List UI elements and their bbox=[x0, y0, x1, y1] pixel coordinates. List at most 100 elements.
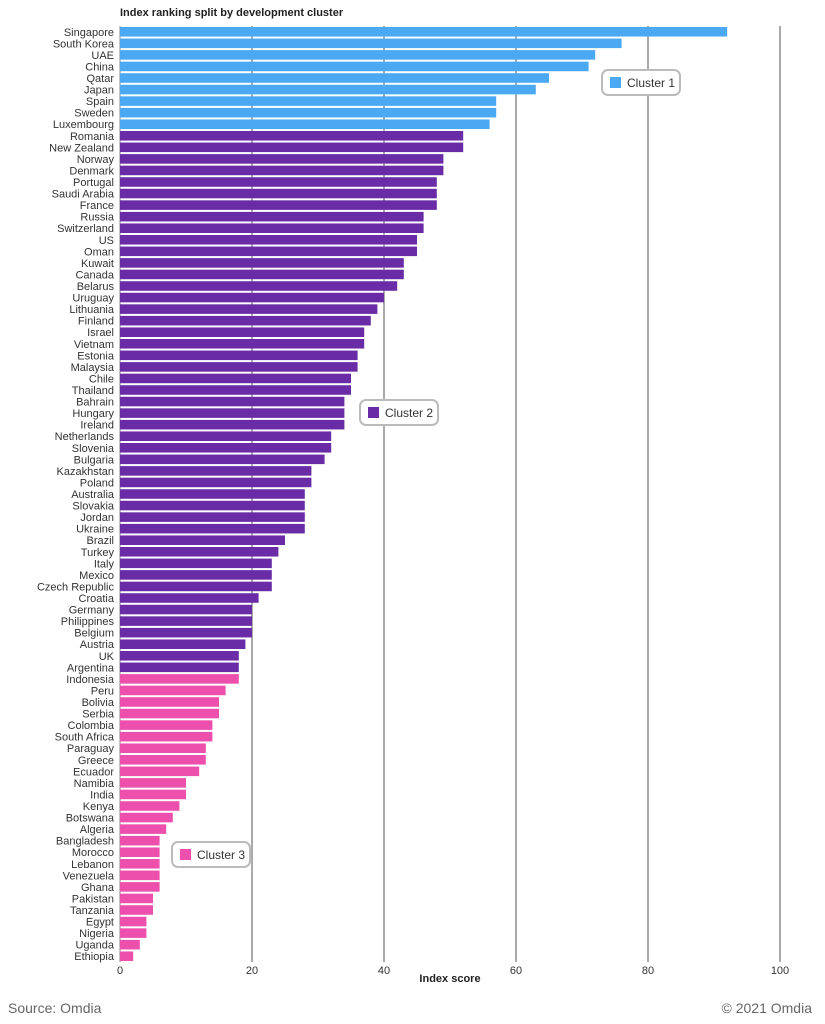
bar bbox=[120, 812, 173, 823]
category-label: Chile bbox=[89, 373, 114, 385]
category-label: Norway bbox=[77, 154, 115, 166]
bar bbox=[120, 61, 589, 72]
category-label: Kuwait bbox=[81, 258, 114, 270]
bar bbox=[120, 443, 332, 453]
bar bbox=[120, 662, 239, 673]
x-tick-label: 80 bbox=[642, 965, 654, 977]
bar bbox=[120, 882, 160, 892]
category-label: Slovenia bbox=[72, 443, 115, 455]
category-label: Nigeria bbox=[79, 928, 115, 940]
category-label: Luxembourg bbox=[53, 119, 114, 131]
bar bbox=[120, 119, 490, 129]
bar bbox=[120, 720, 213, 730]
x-tick-labels: 0 20 40 60 80 100 bbox=[117, 965, 789, 977]
category-label: Argentina bbox=[67, 662, 115, 674]
category-label: Namibia bbox=[74, 778, 115, 790]
category-label: China bbox=[85, 61, 115, 73]
bar bbox=[120, 558, 272, 569]
bar bbox=[120, 674, 239, 684]
category-label: Brazil bbox=[86, 535, 114, 547]
category-label: Ghana bbox=[81, 882, 115, 894]
legend-box bbox=[601, 69, 681, 96]
category-label: South Korea bbox=[53, 38, 115, 50]
bar bbox=[120, 292, 384, 303]
category-label: Qatar bbox=[86, 73, 114, 85]
category-label: Lithuania bbox=[69, 304, 115, 316]
category-label: Peru bbox=[91, 685, 114, 697]
category-label: Sweden bbox=[74, 108, 114, 120]
category-label: Lebanon bbox=[71, 859, 114, 871]
category-label: UAE bbox=[91, 50, 114, 62]
x-axis-label: Index score bbox=[419, 973, 480, 985]
category-label: Netherlands bbox=[55, 431, 115, 443]
category-label: Philippines bbox=[61, 616, 115, 628]
category-label: Hungary bbox=[72, 408, 114, 420]
category-label: UK bbox=[99, 651, 115, 663]
bar bbox=[120, 951, 134, 961]
bar bbox=[120, 870, 160, 881]
x-tick-label: 0 bbox=[117, 965, 123, 977]
legend-label: Cluster 2 bbox=[385, 406, 433, 420]
bar bbox=[120, 570, 272, 580]
bar bbox=[120, 835, 160, 846]
category-label: Botswana bbox=[66, 813, 115, 825]
bar bbox=[120, 258, 404, 268]
bar bbox=[120, 604, 252, 615]
category-label: New Zealand bbox=[49, 142, 114, 154]
bar bbox=[120, 685, 226, 696]
category-label: Portugal bbox=[73, 177, 114, 189]
category-label: Uruguay bbox=[72, 293, 114, 305]
category-label: Venezuela bbox=[63, 870, 115, 882]
bar bbox=[120, 281, 398, 291]
category-label: Germany bbox=[69, 605, 115, 617]
category-label: Canada bbox=[75, 269, 114, 281]
bar bbox=[120, 188, 437, 199]
bar bbox=[120, 523, 305, 534]
category-label: Kenya bbox=[83, 801, 115, 813]
category-label: Slovakia bbox=[72, 501, 114, 513]
bar bbox=[120, 373, 351, 384]
bar bbox=[120, 73, 549, 83]
bar bbox=[120, 235, 417, 245]
category-label: Austria bbox=[80, 639, 115, 651]
bar bbox=[120, 893, 153, 904]
category-label: Turkey bbox=[81, 547, 115, 559]
x-tick-label: 100 bbox=[771, 965, 789, 977]
category-label: Estonia bbox=[77, 350, 115, 362]
bar bbox=[120, 131, 464, 141]
category-label: Japan bbox=[84, 85, 114, 97]
category-label: India bbox=[90, 789, 115, 801]
legend-label: Cluster 3 bbox=[197, 848, 245, 862]
bar bbox=[120, 627, 252, 638]
bar bbox=[120, 304, 378, 314]
category-label: Australia bbox=[71, 489, 115, 501]
category-label: Jordan bbox=[80, 512, 114, 524]
copyright-note: © 2021 Omdia bbox=[722, 1000, 813, 1016]
category-label: France bbox=[80, 200, 114, 212]
x-tick-label: 40 bbox=[378, 965, 390, 977]
category-label: Vietnam bbox=[74, 339, 114, 351]
category-label: Singapore bbox=[64, 27, 114, 39]
category-label: Finland bbox=[78, 316, 114, 328]
bar bbox=[120, 362, 358, 372]
bar bbox=[120, 431, 332, 441]
category-label: Colombia bbox=[68, 720, 115, 732]
category-label: Bahrain bbox=[76, 397, 114, 409]
bar bbox=[120, 200, 437, 210]
category-label: Switzerland bbox=[57, 223, 114, 235]
category-label: Israel bbox=[87, 327, 114, 339]
bar bbox=[120, 327, 365, 337]
source-note: Source: Omdia bbox=[8, 1000, 102, 1016]
category-label: Morocco bbox=[72, 847, 114, 859]
bar bbox=[120, 489, 305, 499]
bar bbox=[120, 801, 180, 811]
legend-label: Cluster 1 bbox=[627, 76, 675, 90]
category-label: Czech Republic bbox=[37, 581, 115, 593]
category-label: Bolivia bbox=[82, 697, 115, 709]
bar bbox=[120, 755, 206, 765]
legend-swatch bbox=[180, 849, 191, 860]
legends: Cluster 1 Cluster 2 Cluster 3 bbox=[171, 69, 681, 868]
bar bbox=[120, 639, 246, 649]
bar bbox=[120, 408, 345, 418]
bar bbox=[120, 38, 622, 49]
